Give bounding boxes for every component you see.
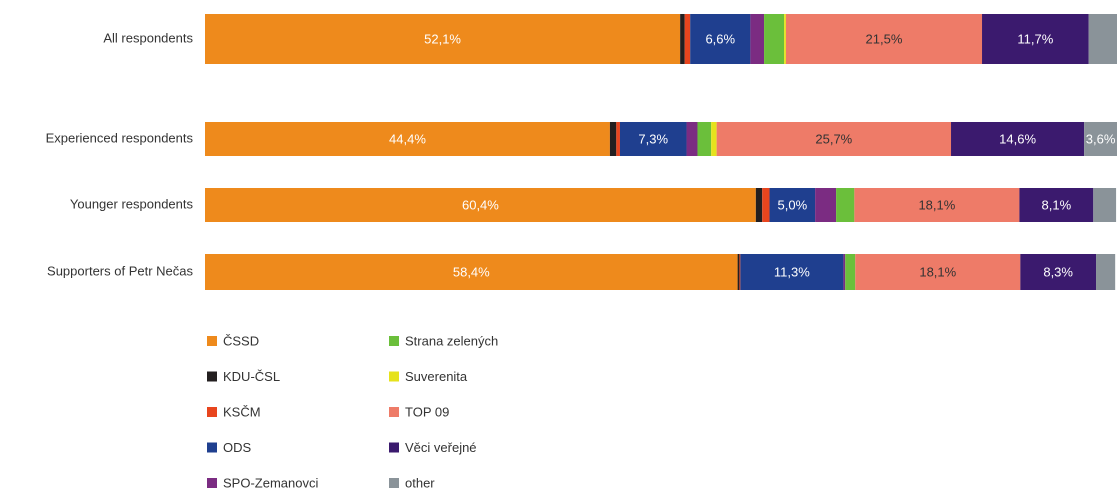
category-label: Younger respondents [70, 196, 194, 211]
bar-segment [762, 188, 770, 222]
bar-segment [750, 14, 765, 64]
bar-segment [784, 14, 786, 64]
legend-label: Suverenita [405, 369, 468, 384]
value-label: 11,3% [774, 264, 810, 279]
legend-swatch [207, 442, 217, 453]
bar-segment [843, 254, 846, 290]
value-label: 8,1% [1042, 197, 1072, 212]
value-label: 11,7% [1017, 31, 1053, 46]
legend-label: other [405, 475, 435, 490]
bar-segment [1096, 254, 1116, 290]
category-label: Experienced respondents [46, 130, 194, 145]
bar-segment [855, 254, 1021, 290]
bar-segment [836, 188, 855, 222]
bar-segment [205, 14, 681, 64]
bar-segment [951, 122, 1085, 156]
legend-swatch [207, 478, 217, 488]
value-label: 18,1% [918, 197, 955, 212]
legend-label: Věci veřejné [405, 440, 477, 455]
bar-segment [764, 14, 785, 64]
legend-label: ODS [223, 440, 252, 455]
legend-swatch [207, 371, 217, 382]
value-label: 18,1% [919, 264, 956, 279]
value-label: 58,4% [453, 264, 490, 279]
bar-segment [854, 188, 1020, 222]
legend-label: SPO-Zemanovci [223, 475, 318, 490]
bar-segment [616, 122, 620, 156]
bar-segment [711, 122, 717, 156]
bar-segment [697, 122, 712, 156]
legend-label: TOP 09 [405, 404, 449, 419]
value-label: 25,7% [815, 131, 852, 146]
bar-segment [1088, 14, 1117, 64]
value-label: 5,0% [778, 197, 808, 212]
value-label: 52,1% [424, 31, 461, 46]
category-label: Supporters of Petr Nečas [47, 263, 193, 278]
bar-segment [1093, 188, 1117, 222]
category-label: All respondents [103, 30, 193, 45]
bar-segment [755, 188, 763, 222]
value-label: 14,6% [999, 131, 1036, 146]
bar-segment [1084, 122, 1117, 156]
bar-segment [740, 254, 844, 290]
bar-segment [686, 122, 698, 156]
legend-label: KDU-ČSL [223, 369, 280, 384]
value-label: 7,3% [638, 131, 668, 146]
bar-segment [609, 122, 617, 156]
legend-label: KSČM [223, 404, 261, 419]
bar-segment [845, 254, 856, 290]
bar-segment [205, 254, 738, 290]
value-label: 3,6% [1086, 131, 1116, 146]
bar-segment [982, 14, 1089, 64]
bar-segment [1019, 188, 1094, 222]
legend-label: ČSSD [223, 333, 259, 348]
bar-segment [205, 188, 756, 222]
bar-segment [739, 254, 741, 290]
bar-segment [684, 14, 691, 64]
bar-segment [680, 14, 685, 64]
bar-segment [1020, 254, 1097, 290]
bar-segment [619, 122, 687, 156]
legend-swatch [389, 407, 399, 417]
legend-swatch [389, 478, 399, 488]
value-label: 44,4% [389, 131, 426, 146]
bar-segment [690, 14, 751, 64]
legend-swatch [207, 336, 217, 346]
value-label: 6,6% [705, 31, 735, 46]
bar-segment [785, 14, 983, 64]
bar-segment [716, 122, 952, 156]
legend-swatch [389, 371, 399, 382]
value-label: 21,5% [866, 31, 903, 46]
bar-segment [769, 188, 816, 222]
bar-segment [737, 254, 740, 290]
legend-label: Strana zelených [405, 333, 498, 348]
legend-swatch [389, 336, 399, 346]
value-label: 60,4% [462, 197, 499, 212]
legend-swatch [207, 407, 217, 417]
legend-swatch [389, 442, 399, 453]
value-label: 8,3% [1043, 264, 1073, 279]
bar-segment [205, 122, 610, 156]
bar-segment [815, 188, 837, 222]
